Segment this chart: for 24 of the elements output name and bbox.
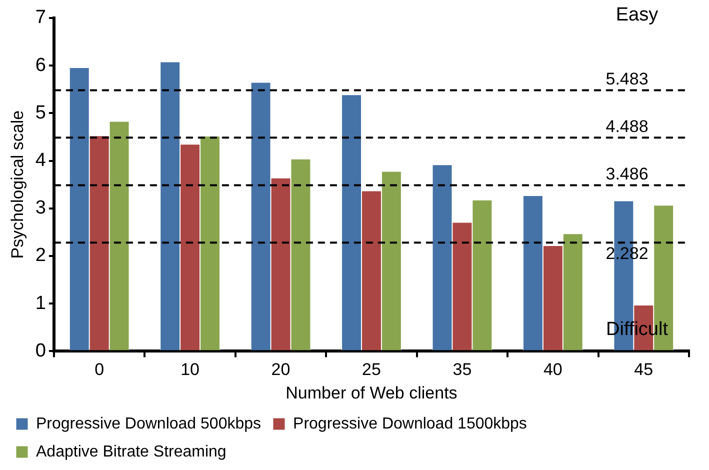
x-tick-label: 45 (634, 360, 654, 380)
legend-label: Progressive Download 500kbps (36, 415, 262, 432)
y-axis-title: Psychological scale (8, 110, 27, 259)
x-tick-label: 20 (271, 360, 290, 380)
y-tick-label: 2 (35, 245, 46, 266)
y-tick-label: 6 (35, 54, 46, 76)
x-tick-label: 10 (180, 360, 200, 380)
legend-label: Adaptive Bitrate Streaming (36, 443, 226, 460)
y-tick-label: 4 (35, 150, 46, 172)
y-tick-label: 7 (35, 7, 46, 28)
y-tick-label: 1 (35, 292, 46, 314)
x-axis-title: Number of Web clients (286, 383, 458, 402)
x-tick-label: 25 (362, 360, 381, 380)
annotation: Easy (616, 4, 659, 26)
y-tick-label: 3 (35, 198, 46, 219)
ref-line-label: 4.488 (606, 116, 648, 136)
ref-line-label: 3.486 (606, 164, 648, 184)
y-tick-label: 0 (35, 340, 46, 362)
x-tick-label: 35 (452, 360, 472, 380)
ref-line-label: 5.483 (606, 69, 648, 88)
legend-label: Progressive Download 1500kbps (293, 415, 527, 432)
x-tick-label: 40 (543, 360, 562, 380)
y-tick-label: 5 (35, 102, 46, 124)
x-tick-label: 0 (94, 360, 104, 380)
